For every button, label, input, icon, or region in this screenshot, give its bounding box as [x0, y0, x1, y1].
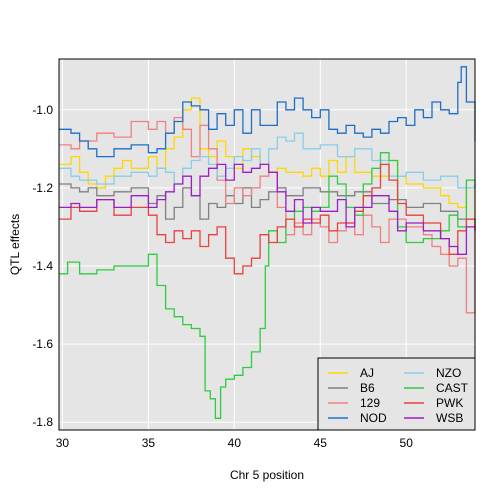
y-tick-label: -1.2: [32, 181, 53, 195]
series-line-nzo: [59, 132, 476, 189]
legend-label: B6: [360, 381, 375, 395]
series-lines: [59, 66, 476, 419]
series-line-wsb: [59, 163, 476, 255]
y-tick-label: -1.4: [32, 259, 53, 273]
legend-label: NZO: [436, 366, 461, 380]
x-tick-label: 50: [400, 436, 414, 450]
x-tick-label: 35: [142, 436, 156, 450]
plot-frame: [58, 58, 476, 431]
y-tick-label: -1.6: [32, 337, 53, 351]
y-tick-label: -1.8: [32, 415, 53, 429]
legend-label: 129: [360, 396, 380, 410]
series-line-pwk: [59, 163, 476, 275]
x-tick-label: 40: [228, 436, 242, 450]
x-axis-title: Chr 5 position: [230, 468, 304, 482]
y-axis-title: QTL effects: [8, 214, 22, 275]
y-axis: -1.8 -1.6 -1.4 -1.2 -1.0: [32, 103, 53, 429]
legend-label: CAST: [436, 381, 469, 395]
legend-label: WSB: [436, 411, 463, 425]
legend-label: AJ: [360, 366, 374, 380]
x-tick-label: 30: [56, 436, 70, 450]
series-line-cast: [59, 152, 476, 419]
legend-label: PWK: [436, 396, 463, 410]
series-line-nod: [59, 66, 476, 158]
x-tick-label: 45: [314, 436, 328, 450]
x-axis: 30 35 40 45 50: [56, 436, 413, 450]
y-tick-label: -1.0: [32, 103, 53, 117]
legend-label: NOD: [360, 411, 387, 425]
